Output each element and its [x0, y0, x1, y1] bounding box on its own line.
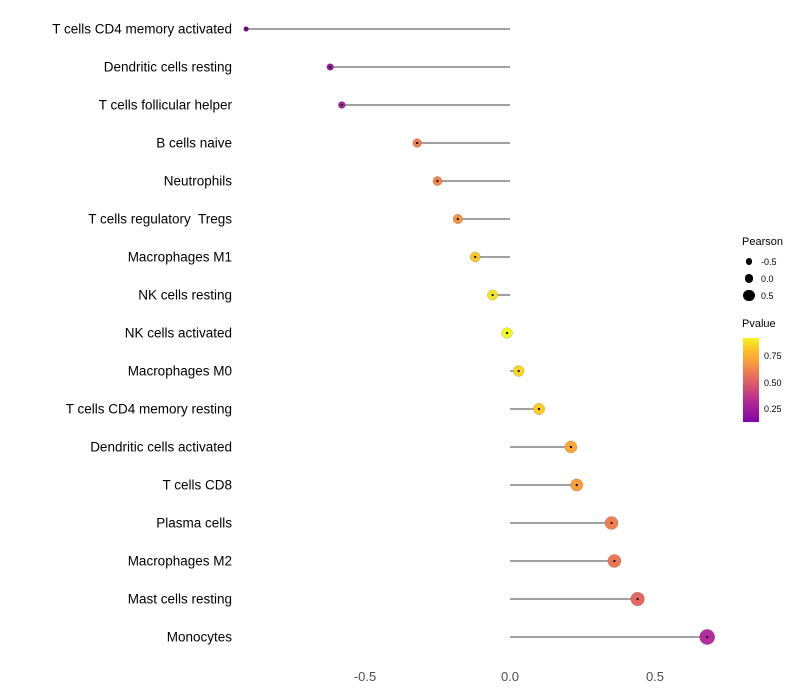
chart-legend: Pearson -0.5 0.0 0.5 Pvalue 0.75 0.50 0.25	[742, 236, 800, 422]
chart-point-center	[506, 331, 509, 335]
chart-point-center	[517, 369, 520, 373]
category-label: T cells CD4 memory resting	[66, 402, 232, 417]
chart-point-center	[706, 635, 709, 639]
category-label: Macrophages M0	[128, 364, 232, 379]
pvalue-tick-label: 0.50	[764, 377, 782, 388]
pvalue-tick-label: 0.75	[764, 350, 782, 361]
x-tick-label: 0.0	[501, 669, 519, 684]
chart-point-center	[491, 293, 494, 297]
category-label: T cells CD4 memory activated	[52, 22, 232, 37]
chart-point-center	[575, 483, 578, 487]
category-label: Mast cells resting	[128, 592, 232, 607]
category-label: B cells naive	[156, 136, 232, 151]
category-label: T cells follicular helper	[99, 98, 233, 113]
pearson-size-item: -0.5	[742, 253, 800, 270]
category-label: Monocytes	[167, 630, 233, 645]
size-legend-label: 0.0	[761, 273, 774, 284]
category-label: Dendritic cells resting	[104, 60, 232, 75]
pvalue-legend-title: Pvalue	[742, 318, 776, 330]
size-legend-dot-box	[742, 289, 756, 303]
chart-point-center	[474, 255, 477, 259]
pearson-size-items: -0.5 0.0 0.5	[742, 253, 800, 304]
chart-point-center	[613, 559, 616, 563]
x-tick-label: 0.5	[646, 669, 664, 684]
x-tick-label: -0.5	[354, 669, 376, 684]
category-label: Dendritic cells activated	[90, 440, 232, 455]
size-legend-label: -0.5	[761, 256, 777, 267]
category-label: T cells CD8	[162, 478, 232, 493]
chart-point-center	[456, 217, 459, 221]
category-label: NK cells resting	[138, 288, 232, 303]
pearson-legend-title: Pearson	[742, 236, 783, 248]
pvalue-colorbar: 0.75 0.50 0.25	[742, 338, 800, 422]
chart-point-center	[537, 407, 541, 411]
pearson-size-item: 0.5	[742, 287, 800, 304]
pvalue-tick-label: 0.25	[764, 404, 782, 415]
category-label: Neutrophils	[164, 174, 233, 189]
category-label: T cells regulatory Tregs	[88, 212, 232, 227]
chart-point-center	[340, 103, 343, 107]
category-label: Macrophages M1	[128, 250, 232, 265]
chart-point-center	[569, 445, 573, 449]
chart-point-center	[416, 141, 419, 145]
chart-point-center	[610, 521, 613, 525]
category-label: Macrophages M2	[128, 554, 232, 569]
chart-point-center	[329, 65, 332, 69]
pearson-size-item: 0.0	[742, 270, 800, 287]
size-legend-dot	[744, 274, 754, 283]
pvalue-gradient-bar	[743, 338, 759, 422]
size-legend-dot-box	[742, 272, 756, 286]
category-label: NK cells activated	[125, 326, 232, 341]
chart-point-center	[245, 27, 248, 31]
size-legend-dot-box	[742, 255, 756, 269]
size-legend-label: 0.5	[761, 290, 774, 301]
size-legend-dot	[745, 258, 753, 265]
chart-point-center	[636, 597, 639, 601]
size-legend-dot	[743, 289, 755, 302]
category-label: Plasma cells	[156, 516, 232, 531]
chart-point-center	[436, 179, 439, 183]
